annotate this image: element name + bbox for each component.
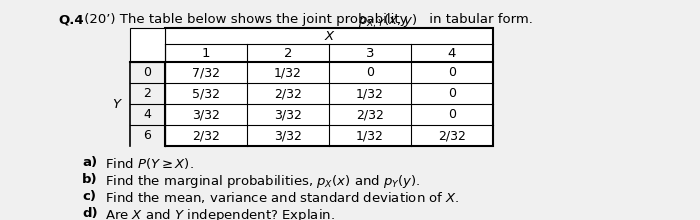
Text: 3/32: 3/32 xyxy=(274,129,302,142)
Text: 1/32: 1/32 xyxy=(356,87,384,100)
Text: a): a) xyxy=(82,156,97,169)
Text: in tabular form.: in tabular form. xyxy=(425,13,533,26)
Text: (20’) The table below shows the joint probability: (20’) The table below shows the joint pr… xyxy=(80,13,412,26)
Bar xyxy=(130,28,165,62)
Text: Find the mean, variance and standard deviation of $X$.: Find the mean, variance and standard dev… xyxy=(105,190,459,205)
Text: 1/32: 1/32 xyxy=(274,66,302,79)
Text: 0: 0 xyxy=(448,87,456,100)
Bar xyxy=(165,28,493,146)
Text: Q.4: Q.4 xyxy=(58,13,83,26)
Text: 3/32: 3/32 xyxy=(274,108,302,121)
Text: 2/32: 2/32 xyxy=(438,129,466,142)
Text: 0: 0 xyxy=(366,66,374,79)
Text: 0: 0 xyxy=(144,66,151,79)
Text: 2: 2 xyxy=(284,46,293,59)
Text: Are $X$ and $Y$ independent? Explain.: Are $X$ and $Y$ independent? Explain. xyxy=(105,207,335,220)
Text: 2/32: 2/32 xyxy=(356,108,384,121)
Text: 4: 4 xyxy=(144,108,151,121)
Text: 2: 2 xyxy=(144,87,151,100)
Text: 1/32: 1/32 xyxy=(356,129,384,142)
Text: $p_{X,Y}(x, y)$: $p_{X,Y}(x, y)$ xyxy=(358,13,417,30)
Text: Find the marginal probabilities, $p_X(x)$ and $p_Y(y)$.: Find the marginal probabilities, $p_X(x)… xyxy=(105,173,421,190)
Text: 0: 0 xyxy=(448,108,456,121)
Text: X: X xyxy=(324,29,334,42)
Text: 6: 6 xyxy=(144,129,151,142)
Text: Find $P(Y \geq X)$.: Find $P(Y \geq X)$. xyxy=(105,156,194,171)
Text: c): c) xyxy=(82,190,96,203)
Text: 7/32: 7/32 xyxy=(192,66,220,79)
Text: 5/32: 5/32 xyxy=(192,87,220,100)
Text: Y: Y xyxy=(112,97,120,110)
Text: 2/32: 2/32 xyxy=(274,87,302,100)
Text: b): b) xyxy=(82,173,97,186)
Text: 3/32: 3/32 xyxy=(192,108,220,121)
Text: d): d) xyxy=(82,207,97,220)
Text: 1: 1 xyxy=(202,46,210,59)
Text: 4: 4 xyxy=(448,46,456,59)
Text: 0: 0 xyxy=(448,66,456,79)
Text: 2/32: 2/32 xyxy=(192,129,220,142)
Text: 3: 3 xyxy=(365,46,375,59)
